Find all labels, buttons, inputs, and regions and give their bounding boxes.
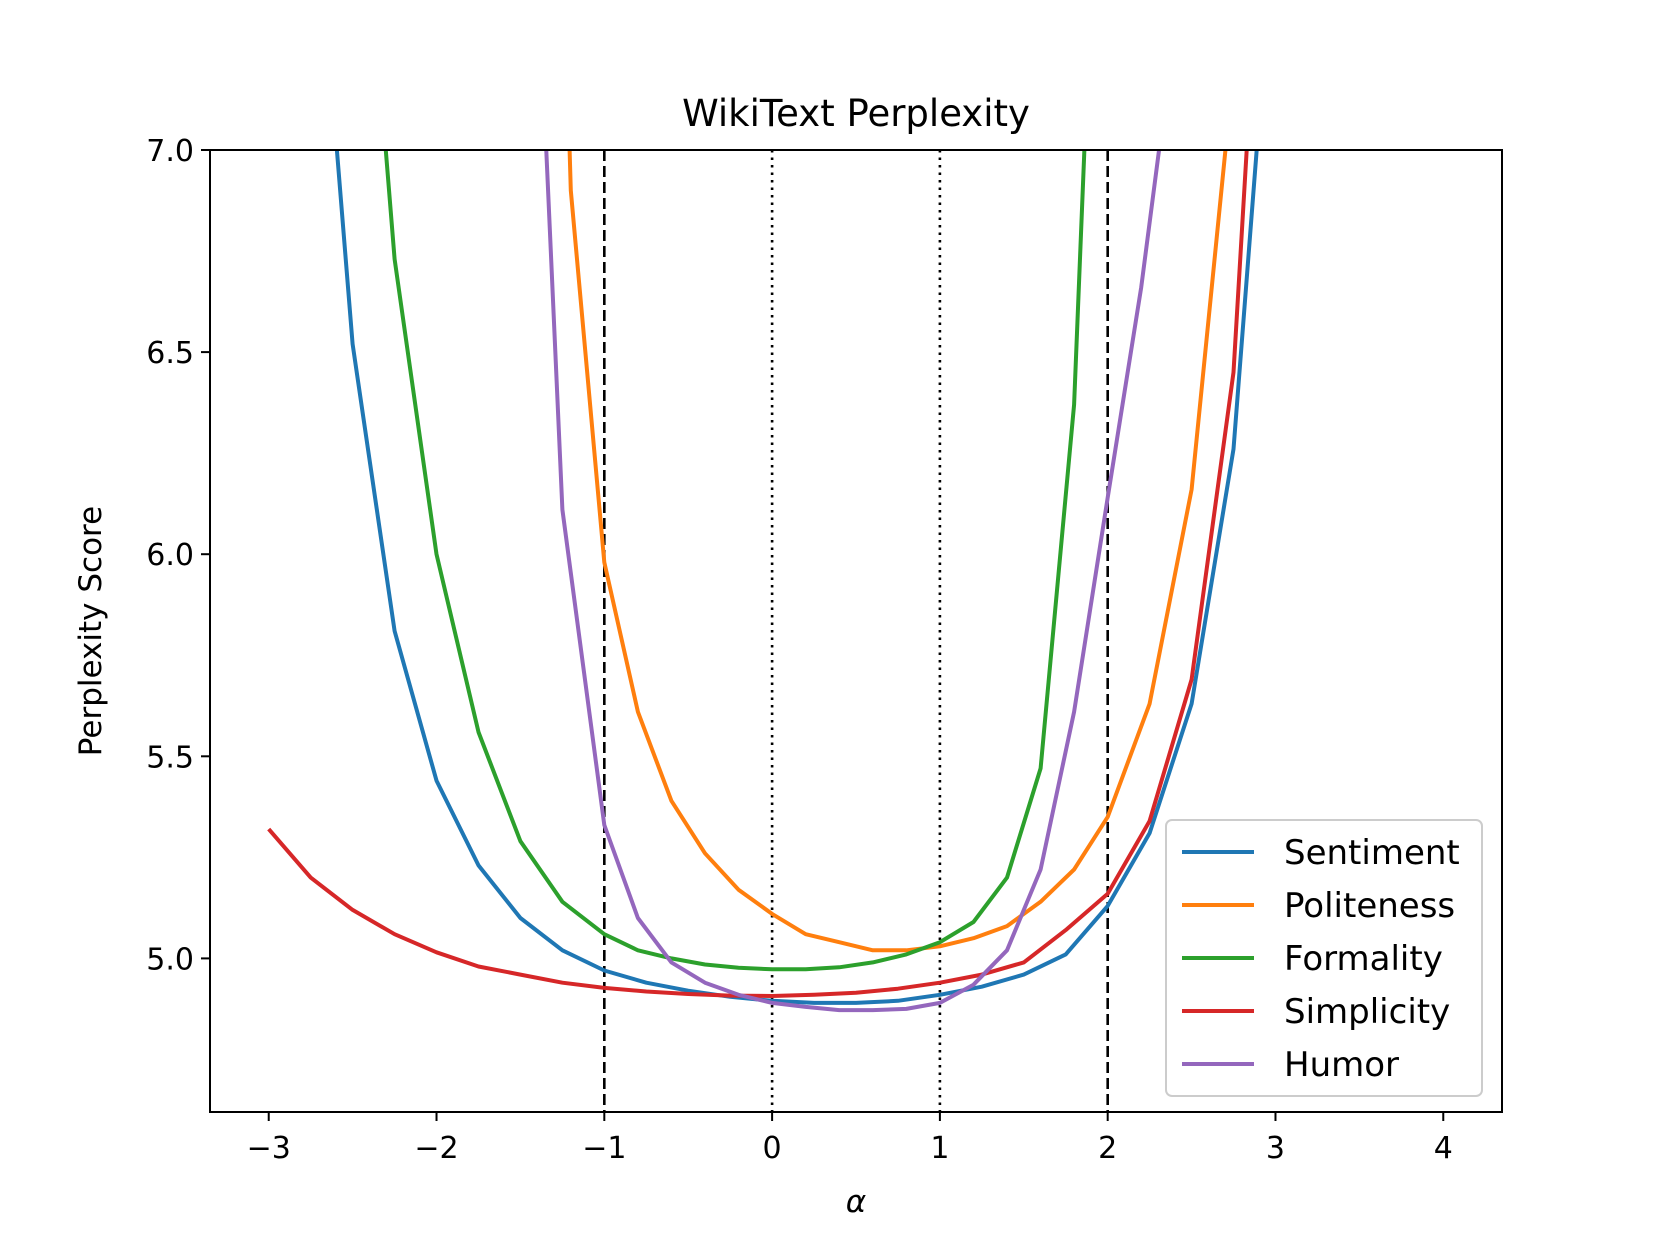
x-tick-label: 1 — [930, 1131, 949, 1166]
reference-lines — [603, 150, 1109, 1112]
y-tick-label: 6.5 — [146, 336, 194, 371]
y-tick-label: 5.5 — [146, 740, 194, 775]
y-tick-label: 6.0 — [146, 538, 194, 573]
series-lines — [267, 150, 1259, 1013]
x-tick-label: −1 — [582, 1131, 626, 1166]
x-tick-label: −3 — [247, 1131, 291, 1166]
legend-label-formality: Formality — [1284, 939, 1443, 979]
series-line-formality — [383, 150, 1087, 972]
legend-label-humor: Humor — [1284, 1045, 1399, 1085]
legend-frame — [1165, 819, 1483, 1097]
plot-frame — [209, 149, 1503, 1113]
chart-title: WikiText Perplexity — [682, 92, 1030, 135]
y-tick-label: 5.0 — [146, 942, 194, 977]
x-axis-ticks: −3 −2 −1 0 1 2 3 4 — [247, 1112, 1453, 1166]
series-line-sentiment — [334, 150, 1259, 1005]
legend: Sentiment Politeness Formality Simplicity Hu… — [1165, 819, 1483, 1097]
x-tick-label: −2 — [414, 1131, 458, 1166]
y-tick-label: 7.0 — [146, 134, 194, 169]
x-tick-label: 4 — [1434, 1131, 1453, 1166]
series-line-politeness — [567, 150, 1228, 953]
x-tick-label: 3 — [1266, 1131, 1285, 1166]
x-axis-label: α — [846, 1184, 866, 1220]
x-tick-label: 0 — [763, 1131, 782, 1166]
legend-label-sentiment: Sentiment — [1284, 833, 1460, 873]
y-axis-label: Perplexity Score — [73, 506, 109, 756]
x-tick-label: 2 — [1098, 1131, 1117, 1166]
series-line-humor — [544, 150, 1162, 1013]
series-line-simplicity — [267, 150, 1249, 998]
legend-label-simplicity: Simplicity — [1284, 992, 1450, 1032]
legend-label-politeness: Politeness — [1284, 886, 1455, 926]
y-axis-ticks: 5.0 5.5 6.0 6.5 7.0 — [146, 134, 210, 977]
